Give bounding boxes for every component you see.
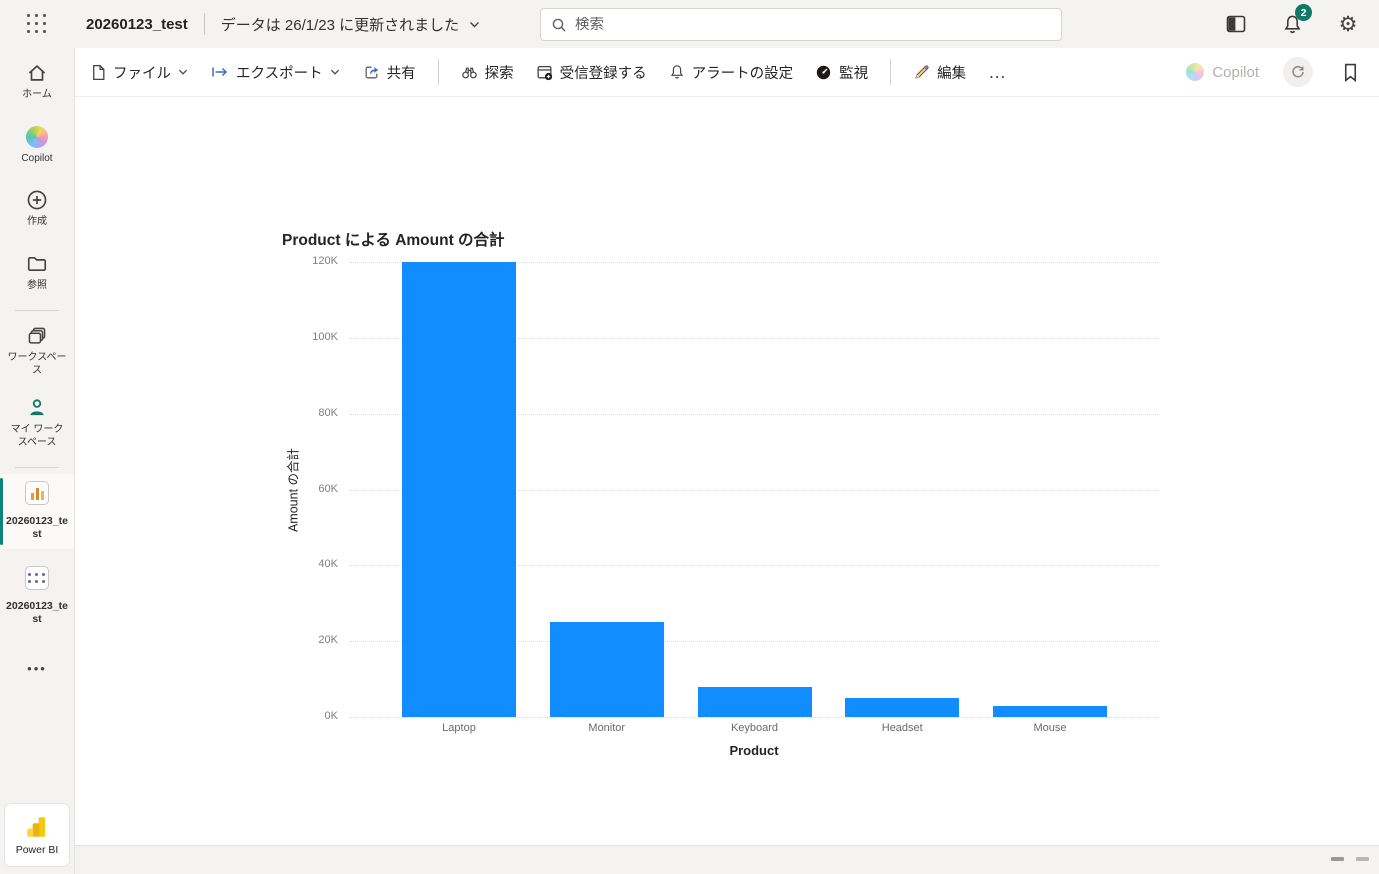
alert-bell-icon [669, 64, 685, 80]
x-axis-title: Product [729, 743, 779, 758]
copilot-icon [26, 125, 48, 148]
person-icon [30, 399, 44, 416]
chart-title: Product による Amount の合計 [282, 232, 505, 249]
y-tick-label: 80K [318, 406, 338, 419]
sidebar-item-semantic-model[interactable]: 20260123_test [0, 559, 74, 634]
sidebar-divider [15, 467, 59, 468]
scrollbar-dashes[interactable] [1331, 857, 1369, 861]
set-alert-button[interactable]: アラートの設定 [669, 62, 793, 83]
search-icon [551, 17, 567, 33]
settings-gear-icon[interactable]: ⚙ [1338, 11, 1358, 36]
sidebar-item-copilot[interactable]: Copilot [0, 125, 74, 166]
bar-mouse[interactable] [993, 705, 1107, 717]
home-icon [28, 65, 46, 81]
gridline [350, 262, 1160, 263]
export-icon [211, 65, 229, 79]
toolbar-divider [437, 59, 439, 85]
header-divider [203, 13, 205, 35]
gridline [350, 489, 1160, 491]
sidebar-item-browse[interactable]: 参照 [0, 253, 74, 293]
search-bar[interactable] [540, 8, 1062, 41]
sidebar-item-home[interactable]: ホーム [0, 62, 74, 102]
sidebar-divider [15, 310, 59, 311]
sidebar-item-create[interactable]: 作成 [0, 189, 74, 229]
workspaces-icon [28, 327, 46, 344]
pencil-icon [913, 64, 930, 81]
subscribe-icon [536, 64, 553, 81]
notification-badge: 2 [1295, 4, 1312, 21]
copilot-icon [1186, 63, 1205, 81]
refresh-icon [1292, 65, 1304, 78]
x-tick-label: Monitor [588, 722, 626, 734]
gridline [350, 413, 1160, 415]
toolbar-divider [890, 59, 892, 85]
chevron-down-icon [178, 67, 189, 78]
search-input[interactable] [575, 16, 1051, 33]
x-tick-label: Mouse [1033, 722, 1067, 734]
gridline [350, 641, 1160, 643]
bar-keyboard[interactable] [697, 686, 812, 717]
gauge-icon [815, 64, 832, 81]
powerbi-app-card[interactable]: Power BI [5, 804, 69, 866]
subscribe-button[interactable]: 受信登録する [536, 62, 647, 83]
sidebar-item-report[interactable]: 20260123_test [0, 474, 74, 550]
file-icon [91, 64, 106, 81]
bookmark-icon[interactable] [1337, 59, 1363, 85]
bar-laptop[interactable] [402, 262, 516, 717]
sidebar-more-button[interactable]: ••• [27, 660, 47, 676]
more-options-button[interactable]: … [988, 62, 1007, 83]
file-menu-button[interactable]: ファイル [91, 62, 189, 83]
chevron-down-icon [469, 19, 480, 30]
y-tick-label: 100K [312, 330, 338, 343]
report-toolbar: ファイル エクスポート 共有 探索 受信登録する アラー [75, 48, 1379, 97]
powerbi-logo-icon [27, 817, 46, 837]
report-canvas: Product による Amount の合計 Amount の合計 Produc… [75, 97, 1379, 845]
x-tick-label: Keyboard [730, 722, 779, 734]
folder-icon [27, 256, 47, 271]
report-title: 20260123_test [86, 15, 188, 33]
monitor-button[interactable]: 監視 [815, 62, 868, 83]
bar-chart-visual[interactable]: Product による Amount の合計 Amount の合計 Produc… [282, 232, 1160, 758]
copilot-button[interactable]: Copilot [1186, 63, 1259, 81]
share-icon [363, 64, 380, 81]
gridline [350, 717, 1160, 718]
bottom-strip [75, 845, 1379, 874]
y-tick-label: 40K [318, 558, 338, 571]
sidebar-item-my-workspace[interactable]: マイ ワークスペース [0, 397, 74, 449]
nav-sidebar: ホーム Copilot 作成 参照 ワークスペース マイ ワークスペース 202… [0, 48, 75, 874]
x-tick-label: Headset [881, 722, 923, 734]
y-tick-label: 20K [318, 634, 338, 647]
share-button[interactable]: 共有 [363, 62, 416, 83]
chevron-down-icon [330, 67, 341, 78]
bar-headset[interactable] [845, 698, 960, 717]
semantic-model-icon [25, 566, 49, 591]
side-pane-toggle-icon[interactable] [1223, 11, 1249, 37]
data-refresh-status[interactable]: データは 26/1/23 に更新されました [221, 14, 480, 35]
refresh-button[interactable] [1283, 57, 1313, 87]
gridline [350, 337, 1160, 339]
explore-button[interactable]: 探索 [461, 62, 514, 83]
bar-monitor[interactable] [549, 622, 664, 717]
gridline [350, 565, 1160, 567]
top-header: 20260123_test データは 26/1/23 に更新されました 2 ⚙ [0, 0, 1379, 48]
refresh-status-text: データは 26/1/23 に更新されました [220, 16, 460, 34]
y-tick-label: 120K [312, 255, 338, 267]
y-tick-label: 0K [324, 710, 338, 722]
ellipsis-icon: … [988, 61, 1008, 82]
binoculars-icon [461, 65, 478, 80]
x-tick-label: Laptop [442, 722, 476, 734]
app-launcher-icon[interactable] [20, 7, 54, 41]
report-bar-chart-icon [25, 481, 49, 505]
export-menu-button[interactable]: エクスポート [211, 62, 341, 83]
notifications-bell-icon[interactable]: 2 [1279, 4, 1312, 37]
plus-circle-icon [27, 190, 47, 210]
y-tick-label: 60K [318, 482, 338, 495]
edit-button[interactable]: 編集 [913, 62, 966, 83]
sidebar-item-workspaces[interactable]: ワークスペース [0, 325, 74, 377]
